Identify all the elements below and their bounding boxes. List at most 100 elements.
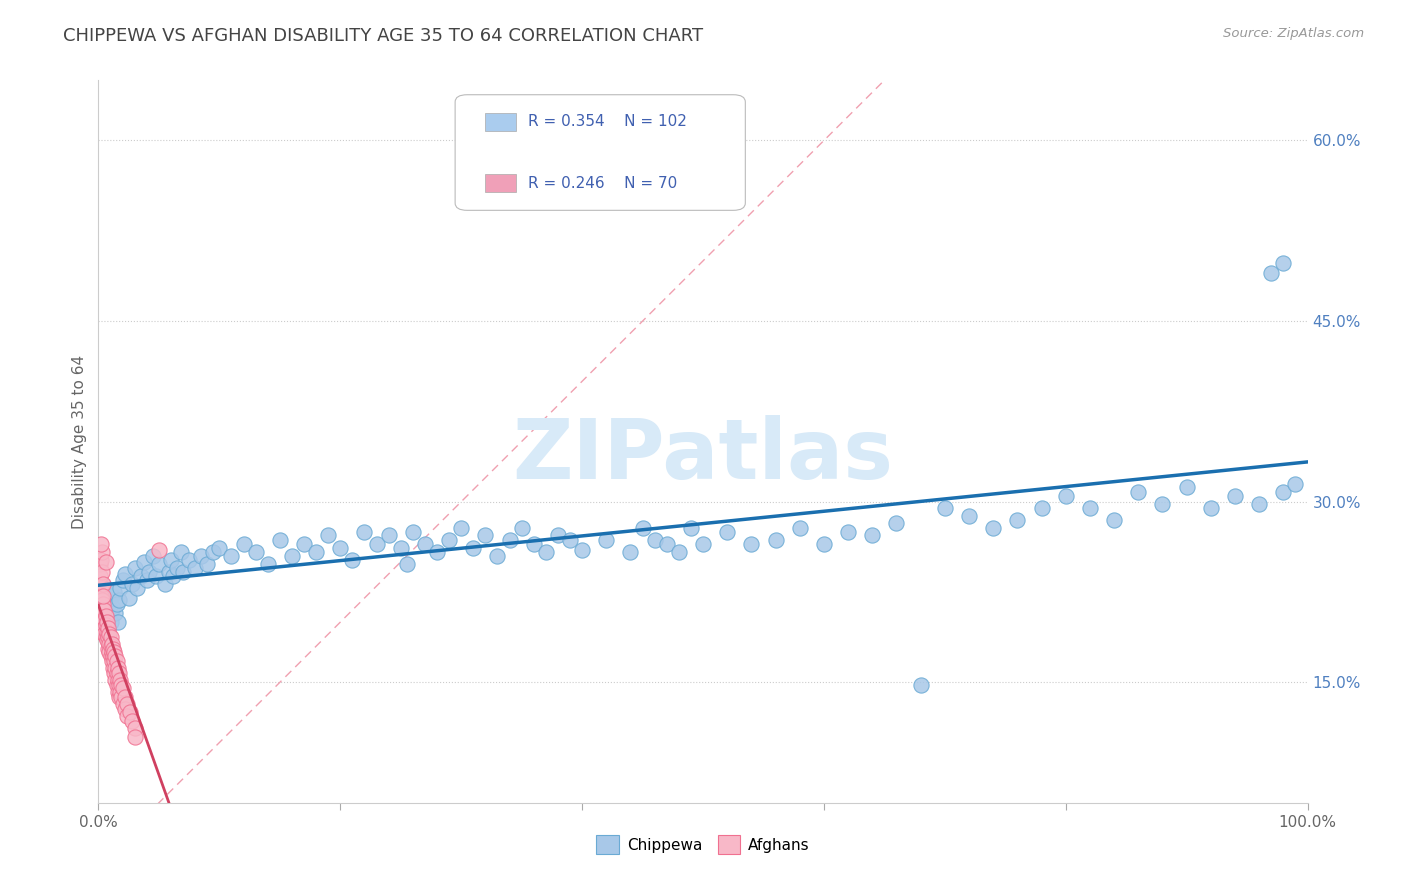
Point — [94, 555, 117, 569]
Point — [377, 528, 399, 542]
Point — [100, 648, 122, 663]
Point — [655, 537, 678, 551]
Point — [1078, 500, 1101, 515]
Point — [631, 521, 654, 535]
Point — [103, 585, 125, 599]
Point — [1031, 500, 1053, 515]
Point — [134, 555, 156, 569]
Point — [740, 537, 762, 551]
Point — [127, 582, 149, 596]
Point — [103, 654, 125, 668]
Point — [124, 721, 146, 735]
Point — [114, 567, 136, 582]
Text: R = 0.246    N = 70: R = 0.246 N = 70 — [527, 176, 676, 191]
Legend: Chippewa, Afghans: Chippewa, Afghans — [591, 830, 815, 860]
Point — [389, 541, 412, 555]
Point — [813, 537, 835, 551]
Point — [1007, 513, 1029, 527]
Point — [100, 589, 122, 603]
Point — [886, 516, 908, 531]
Point — [837, 524, 859, 539]
Point — [668, 176, 690, 190]
Point — [104, 606, 127, 620]
Point — [101, 600, 124, 615]
Bar — [485, 174, 516, 193]
Point — [97, 621, 120, 635]
Point — [93, 621, 115, 635]
Point — [101, 641, 124, 656]
Point — [269, 533, 291, 548]
Point — [221, 549, 243, 563]
Point — [117, 697, 139, 711]
Point — [595, 533, 617, 548]
Point — [91, 593, 114, 607]
Point — [148, 542, 170, 557]
Point — [118, 591, 141, 606]
Point — [716, 524, 738, 539]
Point — [91, 565, 114, 579]
Bar — [485, 112, 516, 131]
Point — [118, 706, 141, 720]
FancyBboxPatch shape — [456, 95, 745, 211]
Point — [114, 702, 136, 716]
Point — [160, 552, 183, 566]
Point — [366, 537, 388, 551]
Point — [148, 558, 170, 572]
Point — [107, 615, 129, 630]
Point — [1054, 489, 1077, 503]
Text: CHIPPEWA VS AFGHAN DISABILITY AGE 35 TO 64 CORRELATION CHART: CHIPPEWA VS AFGHAN DISABILITY AGE 35 TO … — [63, 27, 703, 45]
Point — [910, 678, 932, 692]
Point — [179, 552, 201, 566]
Point — [104, 648, 127, 663]
Point — [100, 654, 122, 668]
Point — [1152, 497, 1174, 511]
Point — [108, 593, 131, 607]
Point — [108, 665, 131, 680]
Point — [90, 552, 112, 566]
Point — [108, 690, 131, 704]
Point — [765, 533, 787, 548]
Point — [184, 561, 207, 575]
Point — [1284, 476, 1306, 491]
Point — [169, 545, 191, 559]
Point — [97, 630, 120, 644]
Point — [100, 645, 122, 659]
Point — [98, 645, 121, 659]
Point — [486, 549, 509, 563]
Point — [571, 542, 593, 557]
Point — [1102, 513, 1125, 527]
Point — [474, 528, 496, 542]
Point — [90, 589, 112, 603]
Point — [96, 609, 118, 624]
Point — [413, 537, 436, 551]
Point — [91, 609, 114, 624]
Point — [534, 545, 557, 559]
Point — [498, 533, 520, 548]
Point — [860, 528, 883, 542]
Point — [94, 609, 117, 624]
Point — [111, 697, 134, 711]
Point — [162, 569, 184, 583]
Point — [957, 509, 980, 524]
Point — [93, 603, 115, 617]
Point — [124, 561, 146, 575]
Text: Source: ZipAtlas.com: Source: ZipAtlas.com — [1223, 27, 1364, 40]
Point — [208, 541, 231, 555]
Point — [105, 665, 128, 680]
Point — [679, 521, 702, 535]
Point — [547, 528, 569, 542]
Point — [103, 665, 125, 680]
Point — [107, 661, 129, 675]
Point — [450, 521, 472, 535]
Point — [121, 576, 143, 591]
Point — [202, 545, 225, 559]
Point — [157, 565, 180, 579]
Point — [91, 597, 114, 611]
Text: R = 0.354    N = 102: R = 0.354 N = 102 — [527, 114, 686, 129]
Point — [114, 690, 136, 704]
Point — [437, 533, 460, 548]
Point — [789, 521, 811, 535]
Point — [94, 603, 117, 617]
Point — [1249, 497, 1271, 511]
Point — [426, 545, 449, 559]
